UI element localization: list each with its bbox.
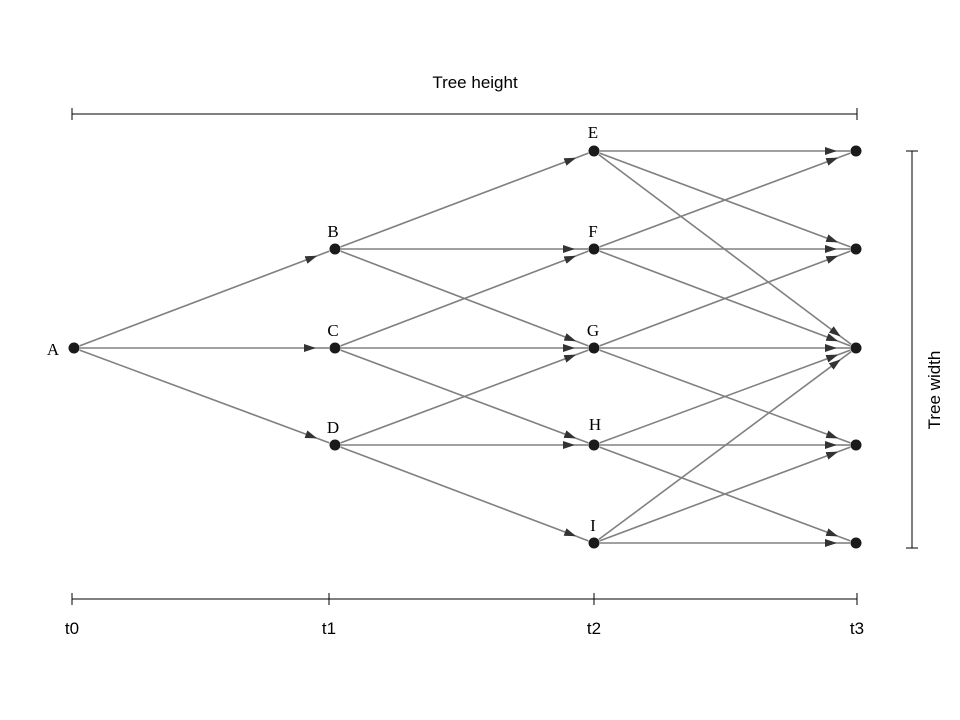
node-g — [588, 342, 600, 354]
edge-g-l4 — [599, 349, 839, 439]
node-i — [588, 537, 600, 549]
node-leaf-2 — [850, 243, 862, 255]
node-d — [329, 439, 341, 451]
edge-tail-b-e — [575, 152, 589, 159]
edge-tail-i-l3 — [839, 350, 852, 361]
edge-tail-h-l3 — [836, 349, 851, 356]
edge-b-g — [340, 250, 577, 342]
edge-tail-h-l5 — [836, 535, 851, 542]
tree-edges — [79, 147, 852, 547]
node-f — [588, 243, 600, 255]
edge-i-l3 — [598, 359, 841, 541]
edge-tail-f-l1 — [836, 152, 851, 159]
edge-f-l1 — [599, 157, 839, 248]
node-a — [68, 342, 80, 354]
edge-tail-a-d — [315, 437, 330, 444]
tree-height-label: Tree height — [432, 73, 518, 92]
node-leaf-3 — [850, 342, 862, 354]
edge-g-l2 — [599, 255, 839, 347]
tree-width-bracket — [906, 150, 918, 549]
time-label-t0: t0 — [65, 619, 79, 638]
time-axis — [71, 593, 858, 605]
node-label-c: C — [327, 321, 338, 340]
edge-e-l2 — [599, 152, 839, 243]
edge-tail-e-l2 — [836, 241, 851, 248]
node-b — [329, 243, 341, 255]
edge-d-i — [340, 446, 577, 537]
edge-i-l4 — [599, 451, 839, 542]
edge-a-b — [79, 255, 318, 347]
node-leaf-1 — [850, 145, 862, 157]
node-leaf-4 — [850, 439, 862, 451]
edge-c-h — [340, 349, 577, 439]
edge-b-e — [340, 157, 577, 248]
edge-h-l3 — [599, 354, 839, 444]
node-label-g: G — [587, 321, 599, 340]
node-label-f: F — [588, 222, 597, 241]
edge-c-f — [340, 255, 577, 347]
time-label-t1: t1 — [322, 619, 336, 638]
node-c — [329, 342, 341, 354]
edge-d-g — [340, 354, 577, 444]
edge-h-l5 — [599, 446, 839, 537]
edge-tail-d-g — [574, 349, 589, 356]
edge-e-l3 — [598, 153, 841, 337]
edge-tail-b-g — [575, 340, 589, 347]
edge-tail-g-l2 — [837, 250, 851, 257]
edge-tail-i-l4 — [836, 446, 851, 453]
node-label-b: B — [327, 222, 338, 241]
edge-a-d — [79, 349, 318, 439]
edge-tail-d-i — [575, 535, 589, 542]
node-h — [588, 439, 600, 451]
node-label-h: H — [589, 415, 601, 434]
node-label-i: I — [590, 516, 596, 535]
time-label-t3: t3 — [850, 619, 864, 638]
edge-tail-e-l3 — [839, 335, 852, 346]
tree-nodes — [68, 145, 862, 549]
node-label-a: A — [47, 340, 60, 359]
tree-height-bracket — [71, 108, 858, 120]
node-leaf-5 — [850, 537, 862, 549]
edge-tail-c-h — [574, 437, 589, 444]
edge-tail-a-b — [316, 250, 330, 257]
node-e — [588, 145, 600, 157]
node-label-e: E — [588, 123, 598, 142]
edge-tail-f-l3 — [837, 340, 851, 347]
node-label-d: D — [327, 418, 339, 437]
edge-tail-g-l4 — [836, 437, 851, 444]
edge-tail-c-f — [575, 250, 589, 257]
time-label-t2: t2 — [587, 619, 601, 638]
tree-width-label: Tree width — [925, 351, 944, 430]
edge-f-l3 — [599, 250, 839, 342]
